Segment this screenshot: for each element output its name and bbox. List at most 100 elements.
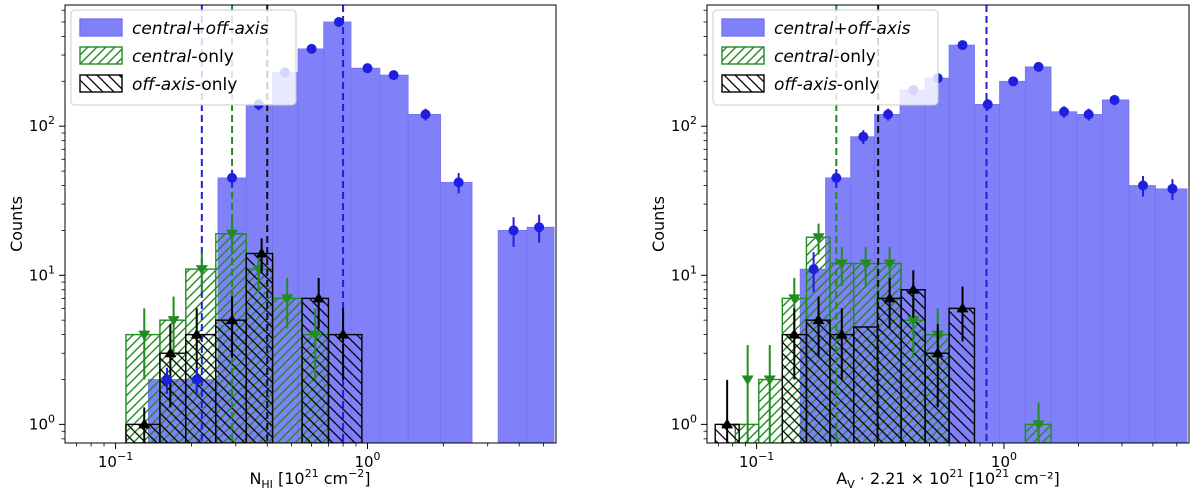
- legend-swatch-2: [721, 74, 765, 93]
- point-central-4: [835, 259, 848, 270]
- point-combined-14: [1167, 183, 1178, 194]
- point-central-0: [741, 375, 754, 386]
- right-x-axis-label: AV · 2.21 × 1021 [1021 cm⁻²]: [836, 467, 1060, 491]
- x-tick-label-0: 10−1: [98, 450, 133, 471]
- point-offaxis-7: [956, 302, 969, 313]
- point-central-5: [859, 259, 872, 270]
- bar-combined-12: [526, 226, 555, 443]
- point-combined-0: [161, 374, 172, 385]
- legend-label-0: central+off-axis: [774, 19, 911, 39]
- bar-combined-13: [1128, 185, 1156, 443]
- point-combined-3: [883, 109, 894, 120]
- point-combined-2: [858, 131, 869, 142]
- bar-combined-11: [1076, 113, 1103, 443]
- point-central-1: [763, 375, 776, 386]
- point-combined-6: [957, 40, 968, 51]
- x-tick-label-1: 100: [354, 450, 380, 471]
- point-central-1: [167, 316, 180, 327]
- point-combined-8: [388, 70, 399, 81]
- point-central-2: [195, 265, 208, 276]
- point-combined-5: [306, 43, 317, 54]
- point-offaxis-6: [337, 328, 350, 339]
- point-offaxis-1: [788, 328, 801, 339]
- legend-label-2: off-axis-only: [132, 75, 237, 95]
- bar-offaxis-2: [185, 333, 217, 443]
- point-combined-1: [191, 374, 202, 385]
- y-tick-label-0: 100: [671, 412, 697, 433]
- point-central-3: [812, 233, 825, 244]
- point-central-9: [1032, 420, 1045, 431]
- legend-swatch-0: [721, 18, 765, 37]
- point-offaxis-0: [721, 418, 734, 429]
- legend-label-1: central-only: [132, 47, 234, 67]
- point-offaxis-3: [835, 328, 848, 339]
- point-central-3: [226, 229, 239, 240]
- point-central-6: [883, 259, 896, 270]
- right-plot-area: [714, 5, 1188, 443]
- y-tick-label-0: 100: [29, 412, 55, 433]
- point-offaxis-2: [190, 328, 203, 339]
- bar-offaxis-1: [159, 352, 187, 443]
- left-chart-panel: 10−1 100 100 101 102 NHI [1021 cm−2] Counts cen…: [7, 4, 557, 491]
- point-combined-2: [227, 172, 238, 183]
- right-axes-frame: [706, 4, 1190, 444]
- point-combined-7: [362, 63, 373, 74]
- point-combined-12: [1109, 94, 1120, 105]
- y-tick-label-2: 102: [671, 114, 697, 135]
- point-central-0: [138, 330, 151, 341]
- legend-box: [712, 9, 939, 106]
- point-combined-1: [831, 172, 842, 183]
- point-combined-10: [453, 177, 464, 188]
- point-offaxis-1: [164, 347, 177, 358]
- bar-combined-10: [440, 181, 473, 443]
- left-plot-area: [125, 5, 555, 443]
- bar-combined-8: [379, 74, 409, 443]
- right-legend: central+off-axis central-only off-axis-onl…: [712, 9, 939, 106]
- legend-swatch-1: [721, 46, 765, 65]
- x-tick-label-1: 100: [991, 450, 1017, 471]
- point-combined-10: [1059, 106, 1070, 117]
- legend-swatch-1: [79, 46, 123, 65]
- left-x-axis-label: NHI [1021 cm−2]: [249, 467, 370, 491]
- legend-label-1: central-only: [774, 47, 876, 67]
- bar-combined-9: [1024, 66, 1052, 443]
- left-y-axis-label: Counts: [7, 196, 26, 252]
- point-combined-9: [420, 109, 431, 120]
- point-offaxis-2: [812, 314, 825, 325]
- left-legend: central+off-axis central-only off-axis-onl…: [70, 9, 297, 106]
- bar-combined-12: [1101, 99, 1130, 443]
- point-combined-0: [808, 264, 819, 275]
- point-offaxis-5: [907, 283, 920, 294]
- point-combined-11: [1083, 109, 1094, 120]
- bar-offaxis-7: [327, 333, 363, 443]
- point-offaxis-5: [312, 292, 325, 303]
- point-central-2: [788, 294, 801, 305]
- point-central-5: [281, 294, 294, 305]
- bar-combined-14: [1155, 188, 1188, 443]
- point-central-7: [907, 316, 920, 327]
- right-chart-panel: 10−1 100 100 101 102 AV · 2.21 × 1021 [1021 c…: [649, 4, 1190, 491]
- right-y-axis-label: Counts: [649, 196, 668, 252]
- point-offaxis-4: [255, 247, 268, 258]
- x-tick-label-0: 10−1: [739, 450, 774, 471]
- y-tick-label-1: 101: [29, 263, 55, 284]
- bar-combined-8: [999, 80, 1026, 443]
- legend-swatch-0: [79, 18, 123, 37]
- legend-box: [70, 9, 297, 106]
- point-combined-11: [508, 225, 519, 236]
- point-offaxis-4: [883, 292, 896, 303]
- point-offaxis-6: [931, 347, 944, 358]
- point-combined-9: [1033, 61, 1044, 72]
- legend-swatch-2: [79, 74, 123, 93]
- point-combined-13: [1138, 180, 1149, 191]
- legend-label-0: central+off-axis: [132, 19, 269, 39]
- point-combined-12: [534, 222, 545, 233]
- point-combined-7: [982, 99, 993, 110]
- point-offaxis-3: [226, 314, 239, 325]
- bar-combined-10: [1050, 111, 1078, 443]
- bar-offaxis-3: [215, 319, 247, 443]
- bar-combined-9: [407, 113, 441, 443]
- y-tick-label-2: 102: [29, 114, 55, 135]
- left-axes-frame: [64, 4, 557, 444]
